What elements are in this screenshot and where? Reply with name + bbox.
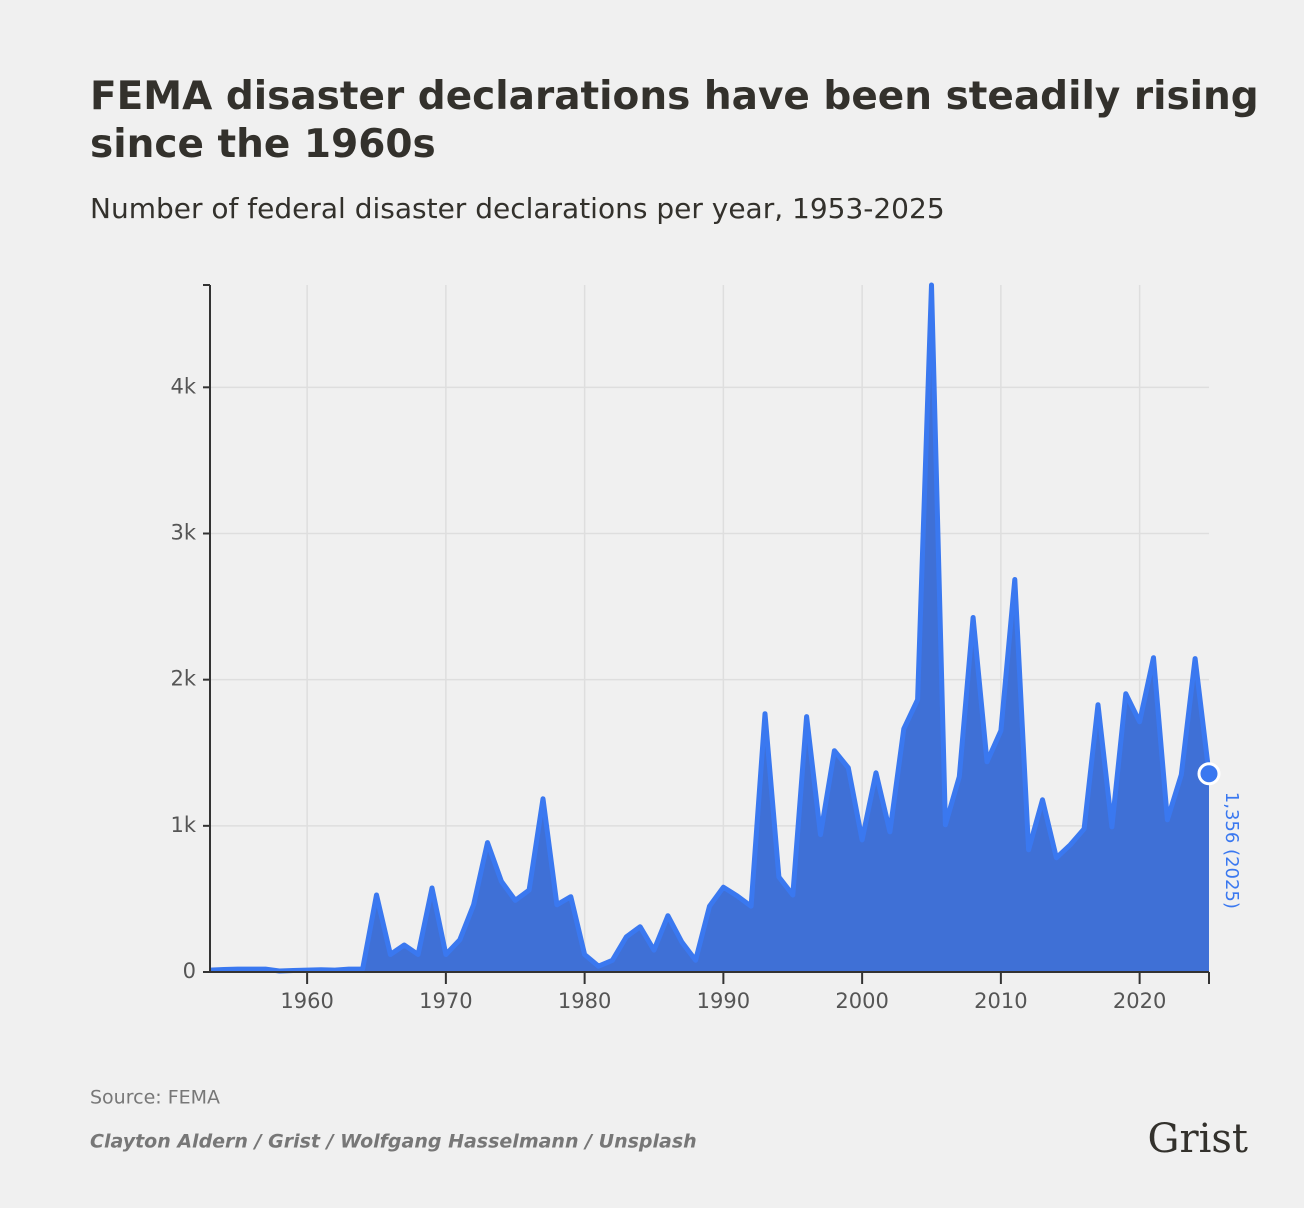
y-tick-label: 4k [170,374,196,398]
x-tick-label: 1990 [697,989,750,1013]
y-tick-label: 2k [170,667,196,691]
annotation: 1,356 (2025) [1221,792,1242,909]
x-tick-label: 1960 [280,989,333,1013]
chart-subtitle: Number of federal disaster declarations … [90,192,945,225]
x-tick-label: 2010 [974,989,1027,1013]
credit: Clayton Aldern / Grist / Wolfgang Hassel… [90,1131,697,1153]
x-tick-label: 1970 [419,989,472,1013]
area [210,285,1209,972]
logo: Grist [1148,1116,1248,1162]
x-tick-label: 2000 [835,989,888,1013]
end-point [1197,762,1221,786]
x-tick-label: 2020 [1113,989,1166,1013]
x-tick-label: 1980 [558,989,611,1013]
line [209,282,1212,974]
y-tick-label: 1k [170,813,196,837]
chart-title-line1: FEMA disaster declarations have been ste… [90,74,1259,167]
source: Source: FEMA [90,1087,220,1109]
y-tick-label: 0 [183,959,196,983]
y-tick-label: 3k [170,520,196,544]
